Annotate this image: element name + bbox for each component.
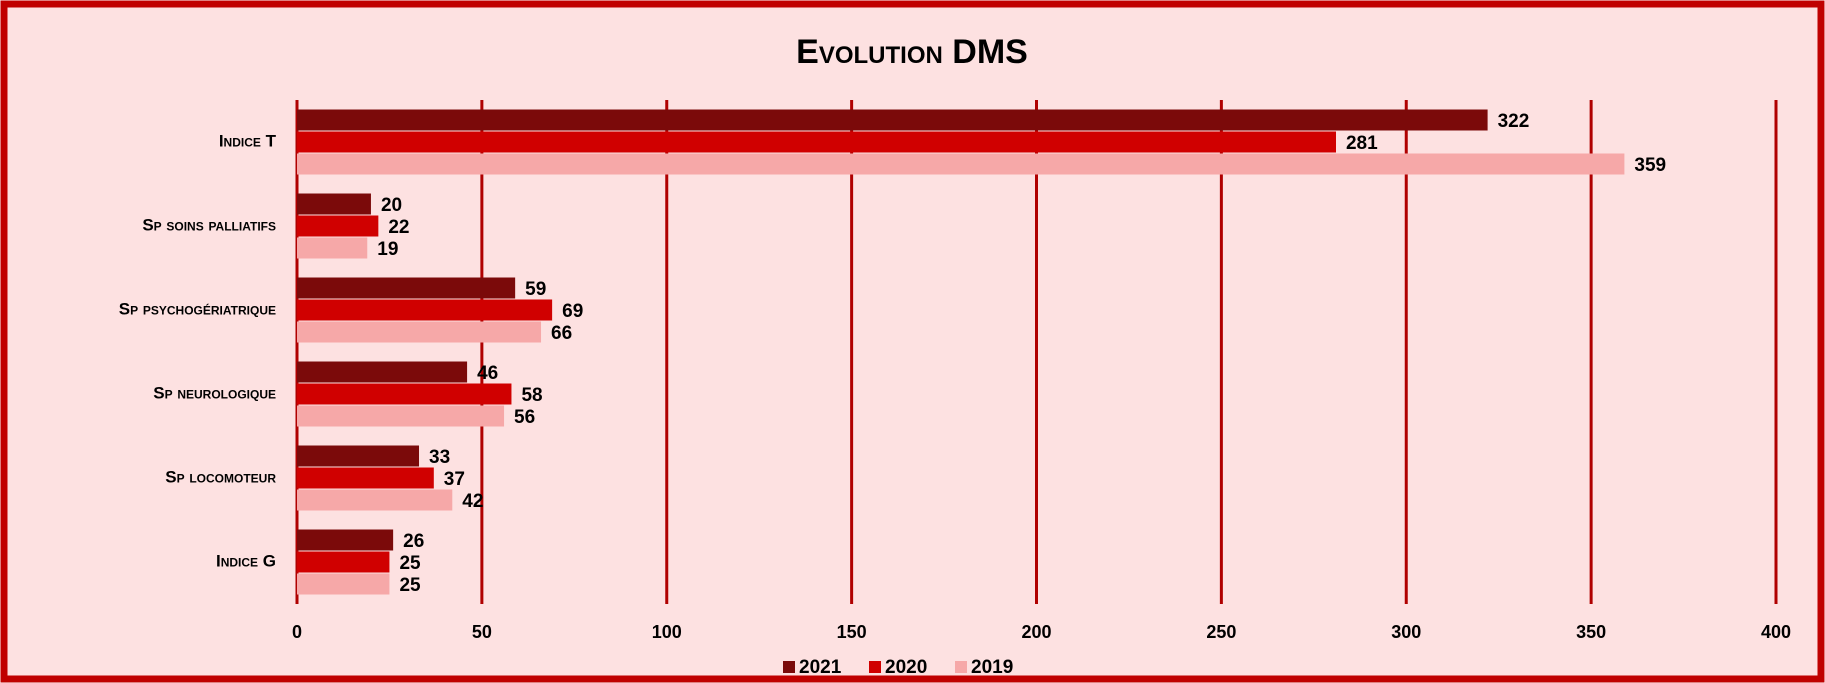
- chart-title: Evolution DMS: [796, 33, 1028, 71]
- legend-label: 2019: [971, 657, 1013, 678]
- bar: [297, 551, 390, 573]
- y-tick-label: Sp neurologique: [153, 383, 276, 402]
- value-label: 25: [399, 575, 421, 596]
- value-label: 69: [562, 301, 583, 322]
- bar: [297, 321, 542, 343]
- value-label: 22: [388, 217, 409, 238]
- value-label: 37: [444, 469, 465, 490]
- bar: [297, 299, 553, 321]
- y-tick-label: Sp psychogériatrique: [119, 299, 276, 318]
- bar: [297, 489, 453, 511]
- value-label: 58: [521, 385, 542, 406]
- x-tick-label: 200: [1021, 622, 1051, 642]
- bar: [297, 109, 1488, 131]
- value-label: 59: [525, 279, 546, 300]
- value-label: 20: [381, 195, 402, 216]
- value-label: 33: [429, 447, 450, 468]
- value-label: 322: [1498, 111, 1530, 132]
- x-tick-label: 100: [652, 622, 682, 642]
- value-label: 26: [403, 531, 424, 552]
- x-tick-label: 150: [837, 622, 867, 642]
- x-tick-label: 400: [1761, 622, 1791, 642]
- bar: [297, 573, 390, 595]
- bar: [297, 529, 394, 551]
- legend-swatch: [869, 661, 881, 673]
- y-tick-label: Sp soins palliatifs: [142, 215, 276, 234]
- bar: [297, 215, 379, 237]
- value-label: 19: [377, 239, 398, 260]
- bar: [297, 277, 516, 299]
- y-tick-label: Indice T: [219, 131, 277, 150]
- bar: [297, 405, 505, 427]
- value-label: 281: [1346, 133, 1378, 154]
- bar: [297, 445, 420, 467]
- value-label: 42: [462, 491, 483, 512]
- legend-label: 2021: [799, 657, 842, 678]
- x-tick-label: 250: [1206, 622, 1236, 642]
- bar: [297, 237, 368, 259]
- legend-swatch: [783, 661, 795, 673]
- legend-label: 2020: [885, 657, 927, 678]
- y-tick-label: Indice G: [216, 551, 276, 570]
- bar: [297, 383, 512, 405]
- x-tick-label: 50: [472, 622, 492, 642]
- x-tick-label: 300: [1391, 622, 1421, 642]
- value-label: 56: [514, 407, 535, 428]
- value-label: 66: [551, 323, 572, 344]
- bar: [297, 131, 1336, 153]
- value-label: 46: [477, 363, 498, 384]
- x-tick-label: 350: [1576, 622, 1606, 642]
- bar: [297, 467, 434, 489]
- value-label: 359: [1634, 155, 1666, 176]
- y-tick-label: Sp locomoteur: [165, 467, 276, 486]
- legend-swatch: [955, 661, 967, 673]
- bar: [297, 361, 468, 383]
- bar: [297, 193, 371, 215]
- value-label: 25: [399, 553, 421, 574]
- x-tick-label: 0: [292, 622, 302, 642]
- bar: [297, 153, 1625, 175]
